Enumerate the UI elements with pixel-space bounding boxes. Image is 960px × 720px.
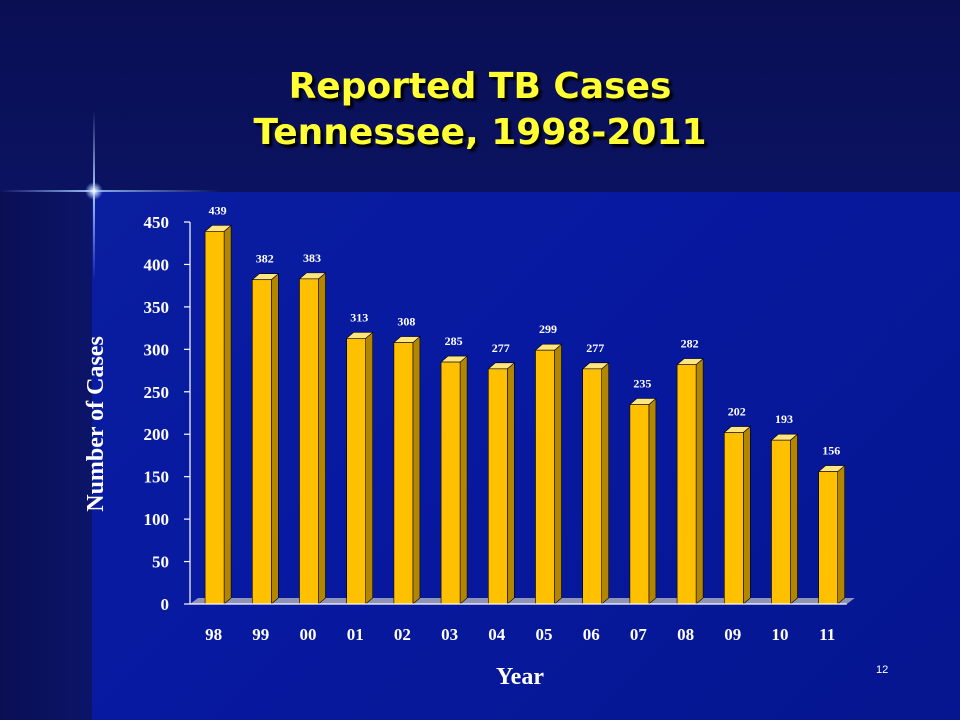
bar-side: [223, 224, 232, 605]
x-tick-label: 99: [252, 625, 269, 644]
bar-front: [252, 279, 272, 605]
x-tick-label: 09: [724, 625, 741, 644]
chart-title: Reported TB Cases Tennessee, 1998-2011: [0, 64, 960, 156]
bar: [345, 331, 374, 605]
y-tick-label: 50: [152, 553, 169, 572]
x-tick-label: 04: [488, 625, 506, 644]
chart-background: [92, 192, 960, 720]
bar-value-label: 383: [303, 251, 321, 265]
bar-value-label: 156: [822, 444, 840, 458]
bar: [770, 433, 799, 605]
bar: [298, 272, 327, 605]
y-tick-label: 400: [144, 255, 170, 274]
bar: [629, 397, 657, 605]
slide-number: 12: [876, 664, 889, 676]
bar: [487, 362, 516, 605]
bar-side: [506, 362, 515, 605]
light-flare-horizontal: [0, 190, 220, 192]
bar-front: [818, 471, 839, 605]
x-tick-label: 07: [630, 625, 648, 644]
bar-front: [771, 439, 791, 605]
bar-side: [459, 355, 468, 605]
bar-front: [723, 432, 744, 605]
x-tick-label: 06: [583, 625, 600, 644]
bar-value-label: 285: [445, 334, 463, 348]
bar-side: [318, 272, 326, 605]
bar-side: [554, 343, 562, 605]
x-tick-label: 98: [205, 625, 222, 644]
bar: [534, 343, 563, 605]
light-flare-center: [85, 182, 103, 200]
y-tick-label: 0: [161, 595, 170, 614]
bar-value-label: 282: [681, 337, 699, 351]
bar-front: [393, 342, 414, 605]
bar-front: [346, 337, 367, 605]
bar: [204, 224, 232, 605]
y-axis-label: Number of Cases: [83, 336, 109, 512]
bar-side: [695, 357, 704, 605]
bar-side: [412, 335, 421, 605]
bar-front: [487, 368, 508, 605]
y-tick-label: 150: [144, 468, 170, 487]
bar-value-label: 193: [775, 412, 793, 426]
chart-title-line-2: Tennessee, 1998-2011: [253, 112, 707, 153]
bar-value-label: 202: [728, 405, 746, 419]
y-tick-label: 450: [144, 213, 170, 232]
bar-value-label: 382: [256, 252, 274, 266]
x-tick-label: 02: [394, 625, 411, 644]
bar-value-label: 277: [492, 341, 510, 355]
x-tick-label: 05: [536, 625, 553, 644]
bar: [676, 357, 704, 605]
bar: [581, 362, 610, 605]
bar: [440, 355, 468, 605]
chart-floor: [190, 598, 855, 604]
bar-side: [742, 425, 751, 605]
bar-value-label: 299: [539, 322, 557, 336]
bar: [817, 464, 846, 605]
bar-side: [365, 331, 374, 605]
y-tick-label: 100: [144, 510, 170, 529]
x-tick-label: 08: [677, 625, 694, 644]
y-tick-label: 250: [144, 383, 170, 402]
bar-front: [299, 278, 319, 605]
bar-value-label: 277: [586, 341, 604, 355]
x-tick-label: 03: [441, 625, 458, 644]
bar-side: [270, 273, 279, 605]
bar-value-label: 313: [350, 310, 368, 324]
bar: [723, 425, 752, 605]
bar-front: [535, 349, 555, 605]
bar-value-label: 439: [209, 203, 227, 217]
bar-front: [676, 364, 697, 605]
left-band: [0, 192, 92, 720]
bar-value-label: 235: [633, 377, 651, 391]
bar-front: [440, 361, 461, 605]
x-tick-label: 10: [772, 625, 789, 644]
bar-side: [790, 433, 798, 605]
bar: [393, 335, 421, 605]
bar: [251, 273, 280, 605]
bar-front: [582, 368, 603, 605]
chart-title-line-1: Reported TB Cases: [288, 66, 672, 107]
y-tick-label: 300: [144, 340, 170, 359]
bar-side: [837, 464, 846, 605]
y-tick-label: 200: [144, 425, 170, 444]
x-axis-label: Year: [496, 664, 544, 690]
bar-side: [648, 397, 657, 605]
bar-front: [204, 231, 225, 605]
title-band: [0, 0, 960, 192]
x-tick-label: 00: [300, 625, 317, 644]
bar-value-label: 308: [397, 315, 415, 329]
bar-side: [601, 362, 610, 605]
x-tick-label: 01: [347, 625, 364, 644]
x-tick-label: 11: [819, 625, 835, 644]
bar-front: [629, 404, 650, 605]
y-tick-label: 350: [144, 298, 170, 317]
